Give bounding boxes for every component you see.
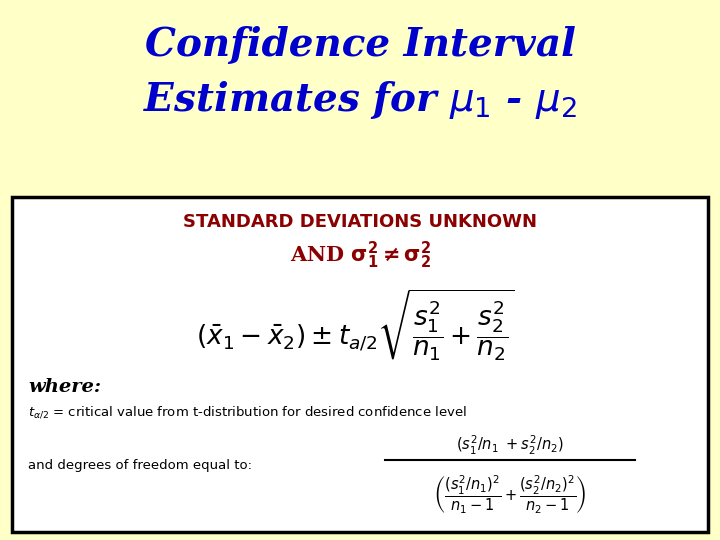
Text: $(\bar{x}_1 - \bar{x}_2) \pm t_{a/2}\sqrt{\dfrac{s_1^2}{n_1} + \dfrac{s_2^2}{n_2: $(\bar{x}_1 - \bar{x}_2) \pm t_{a/2}\sqr… (196, 287, 514, 362)
Bar (0, 0, 720, 190)
Text: $(s_1^2 / n_1 \ + s_2^2 / n_2)$: $(s_1^2 / n_1 \ + s_2^2 / n_2)$ (456, 434, 564, 457)
Text: AND $\mathbf{\sigma_1^2 \neq \sigma_2^2}$: AND $\mathbf{\sigma_1^2 \neq \sigma_2^2}… (289, 239, 431, 271)
Bar (12, 197, 708, 532)
Text: where:: where: (28, 378, 101, 396)
Text: Estimates for $\mu_1$ - $\mu_2$: Estimates for $\mu_1$ - $\mu_2$ (143, 79, 577, 121)
Text: $t_{\alpha/2}$ = critical value from t-distribution for desired confidence level: $t_{\alpha/2}$ = critical value from t-d… (28, 404, 467, 420)
Text: Confidence Interval: Confidence Interval (145, 26, 575, 64)
Text: STANDARD DEVIATIONS UNKNOWN: STANDARD DEVIATIONS UNKNOWN (183, 213, 537, 231)
Text: and degrees of freedom equal to:: and degrees of freedom equal to: (28, 458, 252, 471)
Text: $\left(\dfrac{(s_1^2 / n_1)^2}{n_1 - 1} + \dfrac{(s_2^2 / n_2)^2}{n_2 - 1}\right: $\left(\dfrac{(s_1^2 / n_1)^2}{n_1 - 1} … (433, 474, 587, 516)
